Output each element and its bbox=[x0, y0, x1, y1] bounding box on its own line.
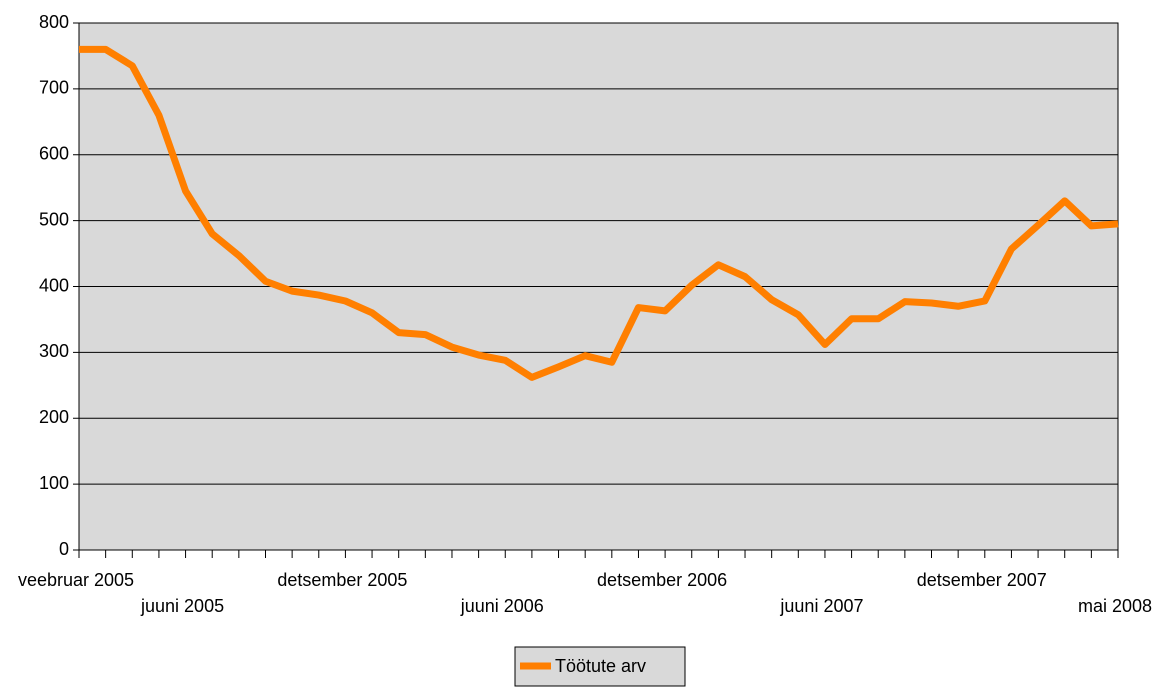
x-tick-label: juuni 2005 bbox=[140, 596, 224, 616]
line-series bbox=[79, 45, 1119, 381]
x-tick-label: juuni 2007 bbox=[779, 596, 863, 616]
legend-label: Töötute arv bbox=[555, 656, 646, 676]
y-tick-label: 700 bbox=[39, 78, 69, 98]
y-tick-label: 600 bbox=[39, 144, 69, 164]
x-tick-label: juuni 2006 bbox=[460, 596, 544, 616]
x-tick-label: veebruar 2005 bbox=[18, 570, 134, 590]
x-tick-label: mai 2008 bbox=[1078, 596, 1152, 616]
y-tick-label: 100 bbox=[39, 473, 69, 493]
y-tick-label: 300 bbox=[39, 341, 69, 361]
y-tick-label: 500 bbox=[39, 209, 69, 229]
plot-border bbox=[78, 22, 1119, 551]
y-tick-label: 200 bbox=[39, 407, 69, 427]
x-tick-label: detsember 2007 bbox=[917, 570, 1047, 590]
y-tick-label: 800 bbox=[39, 12, 69, 32]
y-tick-label: 400 bbox=[39, 275, 69, 295]
y-tick-label: 0 bbox=[59, 539, 69, 559]
x-tick-label: detsember 2005 bbox=[277, 570, 407, 590]
x-tick-label: detsember 2006 bbox=[597, 570, 727, 590]
